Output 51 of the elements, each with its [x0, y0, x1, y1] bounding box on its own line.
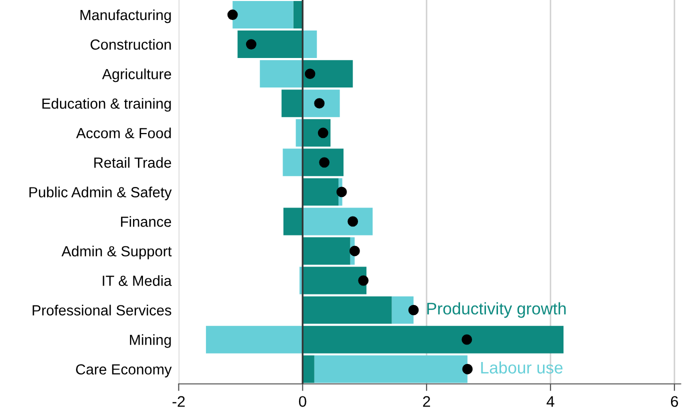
y-tick-label: Public Admin & Safety — [29, 186, 172, 200]
bar — [206, 326, 303, 354]
point — [304, 68, 316, 80]
point — [246, 39, 256, 50]
bar — [302, 148, 344, 176]
bar — [302, 296, 392, 324]
bar — [293, 1, 303, 28]
y-tick-label: IT & Media — [102, 275, 172, 286]
x-tick-label: 0 — [298, 396, 306, 407]
bar — [283, 208, 303, 236]
bar — [302, 178, 339, 206]
y-tick-label: Manufacturing — [80, 9, 171, 24]
y-tick-label: Retail Trade — [94, 157, 172, 168]
point — [462, 334, 472, 345]
x-tick-label: 2 — [423, 396, 430, 407]
point — [348, 216, 358, 227]
bar — [232, 1, 294, 28]
point — [349, 246, 360, 256]
point — [318, 128, 328, 138]
y-tick-label: Accom & Food — [76, 128, 171, 138]
bar — [302, 60, 353, 88]
bar — [302, 30, 317, 58]
bar — [314, 355, 468, 383]
point — [227, 10, 238, 20]
y-tick-label: Education & training — [42, 98, 171, 112]
y-tick-label: Admin & Support — [62, 246, 172, 260]
series-label: Labour use — [481, 361, 563, 374]
y-tick-label: Professional Services — [32, 304, 172, 316]
x-tick-label: 4 — [546, 396, 554, 407]
bar — [282, 90, 303, 118]
series-label: Productivity growth — [427, 302, 566, 318]
bar — [302, 266, 366, 294]
bar — [392, 296, 414, 324]
y-tick-label: Agriculture — [102, 68, 172, 82]
y-tick-label: Mining — [130, 334, 171, 348]
x-tick-label: 6 — [670, 396, 678, 407]
point — [336, 186, 347, 198]
y-tick-label: Finance — [121, 216, 172, 227]
bar — [260, 60, 303, 88]
point — [462, 364, 473, 374]
bar — [302, 208, 373, 236]
bar — [302, 326, 564, 354]
bar — [302, 355, 314, 383]
x-tick-label: -2 — [172, 396, 185, 407]
y-tick-label: Construction — [90, 39, 171, 50]
point — [408, 304, 419, 316]
bar — [282, 148, 303, 176]
bar — [238, 30, 303, 58]
bar — [302, 237, 350, 265]
point — [358, 275, 369, 286]
y-tick-label: Care Economy — [76, 364, 172, 378]
